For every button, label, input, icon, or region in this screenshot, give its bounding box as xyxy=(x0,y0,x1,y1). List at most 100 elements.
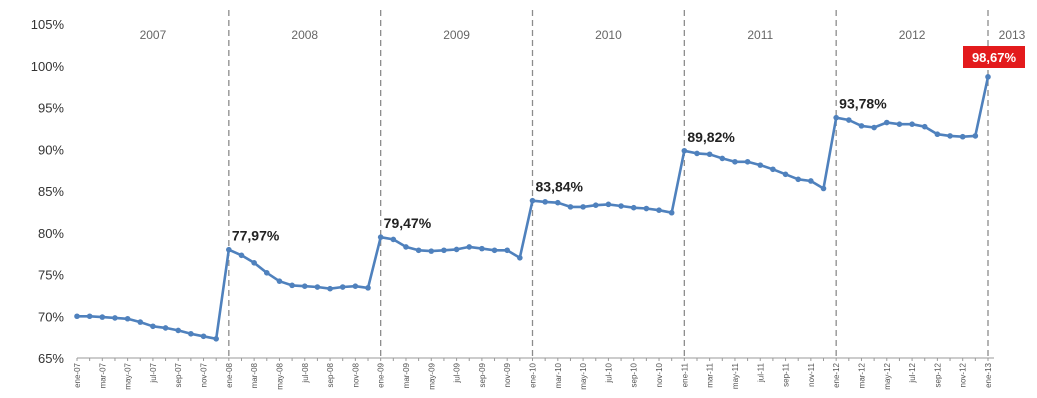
data-point xyxy=(289,282,295,289)
y-tick-label: 105% xyxy=(31,17,65,32)
data-point xyxy=(846,117,852,123)
x-tick-label: mar-11 xyxy=(706,362,715,387)
x-tick-label: jul-08 xyxy=(301,362,310,383)
data-point xyxy=(656,207,662,214)
x-tick-label: jul-12 xyxy=(908,362,917,383)
data-point xyxy=(592,202,599,208)
y-tick-label: 95% xyxy=(38,101,64,116)
data-point xyxy=(757,162,764,168)
year-label: 2009 xyxy=(443,28,470,42)
data-point xyxy=(263,270,270,276)
data-label: 93,78% xyxy=(839,96,887,112)
data-point xyxy=(314,284,321,290)
x-tick-label: ene-09 xyxy=(377,362,386,387)
y-tick-label: 90% xyxy=(38,142,64,157)
data-point xyxy=(112,315,118,321)
data-point xyxy=(124,315,131,322)
highlight-label-box xyxy=(963,46,1025,68)
x-tick-label: mar-12 xyxy=(857,362,866,388)
x-axis xyxy=(76,357,994,361)
y-axis: 65% 70% 75% 80% 85% 90% 95% 100% 105% xyxy=(31,17,65,366)
data-point xyxy=(947,133,953,139)
data-point xyxy=(226,246,232,253)
data-point xyxy=(605,201,612,208)
x-tick-label: ene-07 xyxy=(73,362,82,387)
data-point xyxy=(504,247,510,254)
data-point xyxy=(618,203,624,209)
x-tick-label: sep-08 xyxy=(326,362,335,387)
data-point xyxy=(921,123,928,130)
data-point xyxy=(744,158,751,165)
x-tick-label: ene-11 xyxy=(680,362,689,387)
data-point xyxy=(555,199,561,206)
data-point xyxy=(694,150,700,157)
data-point xyxy=(959,133,966,140)
data-point xyxy=(175,327,182,334)
data-point xyxy=(441,247,447,254)
year-label: 2010 xyxy=(595,28,622,42)
year-label: 2011 xyxy=(747,28,773,42)
data-point xyxy=(542,199,548,205)
data-point xyxy=(238,252,245,259)
data-point xyxy=(643,205,650,212)
x-tick-label: sep-12 xyxy=(933,362,942,387)
data-labels: 77,97% 79,47% 83,84% 89,82% 93,78% 98,67% xyxy=(232,46,1025,244)
data-label: 77,97% xyxy=(232,228,280,244)
data-point xyxy=(365,285,371,291)
x-tick-label: may-09 xyxy=(427,362,436,389)
x-tick-label: sep-11 xyxy=(782,362,791,386)
data-point xyxy=(630,204,637,211)
x-tick-label: may-12 xyxy=(883,362,892,389)
data-point xyxy=(428,248,435,254)
data-point xyxy=(883,119,890,126)
x-tick-label: may-11 xyxy=(731,362,740,389)
data-point xyxy=(301,283,308,289)
x-tick-label: nov-10 xyxy=(655,362,664,387)
data-point xyxy=(352,283,359,289)
x-tick-label: may-10 xyxy=(579,362,588,389)
data-point xyxy=(909,121,915,127)
data-point xyxy=(732,158,738,165)
data-point xyxy=(529,197,536,204)
data-label: 89,82% xyxy=(687,129,735,145)
x-tick-label: may-08 xyxy=(275,362,284,389)
data-point xyxy=(706,151,713,158)
data-point xyxy=(137,319,144,325)
data-point xyxy=(251,260,257,266)
data-point xyxy=(188,330,194,337)
data-point xyxy=(162,325,169,331)
year-label: 2013 xyxy=(999,28,1026,42)
data-label: 83,84% xyxy=(536,179,584,195)
year-label: 2008 xyxy=(291,28,318,42)
data-point xyxy=(403,244,409,250)
data-point xyxy=(390,236,397,243)
x-tick-label: nov-07 xyxy=(200,362,209,387)
x-tick-label: ene-08 xyxy=(225,362,234,387)
x-tick-label: jul-10 xyxy=(604,362,613,383)
data-point xyxy=(795,176,802,183)
year-labels: 2007 2008 2009 2010 2011 2012 2013 xyxy=(140,28,1026,42)
data-point xyxy=(99,314,106,320)
y-tick-label: 75% xyxy=(38,268,64,283)
year-label: 2007 xyxy=(140,28,167,42)
x-tick-label: nov-08 xyxy=(351,362,360,387)
x-tick-label: nov-09 xyxy=(503,362,512,387)
data-point xyxy=(820,185,827,192)
data-point xyxy=(871,124,877,131)
x-tick-label: ene-13 xyxy=(984,362,993,387)
data-point xyxy=(276,278,283,284)
data-point xyxy=(453,246,460,253)
y-tick-label: 65% xyxy=(38,351,64,366)
data-point xyxy=(770,166,776,173)
x-tick-label: jul-09 xyxy=(453,362,462,383)
y-tick-label: 70% xyxy=(38,309,64,324)
data-point xyxy=(896,121,903,127)
data-point xyxy=(339,284,346,290)
data-point xyxy=(719,155,726,162)
x-tick-label: sep-07 xyxy=(174,362,183,387)
data-point xyxy=(74,313,80,320)
data-point xyxy=(580,204,586,210)
data-point xyxy=(985,74,991,80)
